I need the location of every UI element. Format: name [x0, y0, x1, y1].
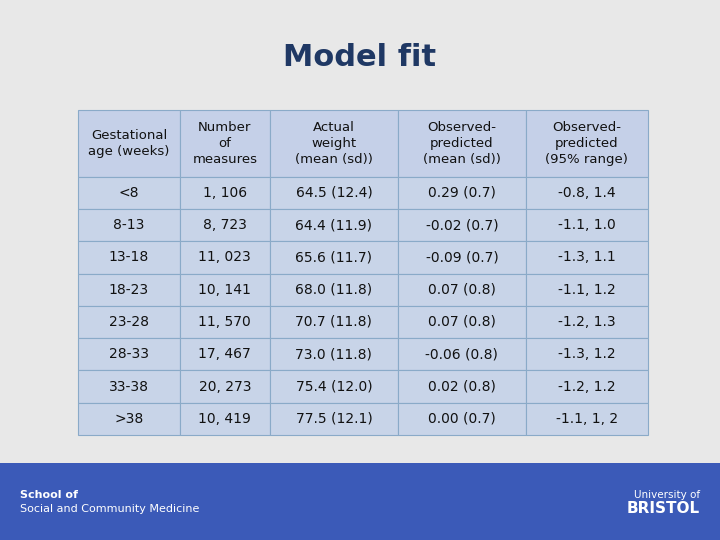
- Text: 13-18: 13-18: [109, 251, 149, 265]
- Text: Observed-
predicted
(mean (sd)): Observed- predicted (mean (sd)): [423, 121, 501, 166]
- Bar: [398, 338, 526, 370]
- Bar: [180, 338, 270, 370]
- Bar: [180, 241, 270, 274]
- Text: 28-33: 28-33: [109, 347, 149, 361]
- Text: 75.4 (12.0): 75.4 (12.0): [296, 380, 372, 394]
- Bar: [270, 338, 398, 370]
- Bar: [180, 274, 270, 306]
- Text: 65.6 (11.7): 65.6 (11.7): [295, 251, 372, 265]
- Bar: [180, 403, 270, 435]
- Text: 10, 141: 10, 141: [199, 282, 251, 296]
- Bar: [526, 241, 648, 274]
- Text: <8: <8: [119, 186, 139, 200]
- Bar: [526, 110, 648, 177]
- Text: 10, 419: 10, 419: [199, 412, 251, 426]
- Text: 8, 723: 8, 723: [203, 218, 247, 232]
- Bar: [270, 306, 398, 338]
- Text: -0.06 (0.8): -0.06 (0.8): [426, 347, 498, 361]
- Bar: [78, 274, 180, 306]
- Bar: [270, 209, 398, 241]
- Bar: [0, 463, 720, 540]
- Text: -0.8, 1.4: -0.8, 1.4: [558, 186, 616, 200]
- Bar: [398, 370, 526, 403]
- Bar: [78, 370, 180, 403]
- Text: Actual
weight
(mean (sd)): Actual weight (mean (sd)): [295, 121, 373, 166]
- Bar: [270, 370, 398, 403]
- Bar: [270, 403, 398, 435]
- Text: -1.3, 1.1: -1.3, 1.1: [558, 251, 616, 265]
- Bar: [398, 110, 526, 177]
- Text: 18-23: 18-23: [109, 282, 149, 296]
- Bar: [270, 177, 398, 209]
- Text: 17, 467: 17, 467: [199, 347, 251, 361]
- Text: -1.2, 1.2: -1.2, 1.2: [558, 380, 616, 394]
- Bar: [78, 306, 180, 338]
- Text: 0.29 (0.7): 0.29 (0.7): [428, 186, 496, 200]
- Text: Social and Community Medicine: Social and Community Medicine: [20, 503, 199, 514]
- Bar: [78, 209, 180, 241]
- Bar: [78, 177, 180, 209]
- Bar: [398, 177, 526, 209]
- Text: 68.0 (11.8): 68.0 (11.8): [295, 282, 372, 296]
- Text: Gestational
age (weeks): Gestational age (weeks): [89, 129, 170, 158]
- Bar: [398, 306, 526, 338]
- Bar: [526, 338, 648, 370]
- Text: School of: School of: [20, 489, 78, 500]
- Text: University of: University of: [634, 489, 700, 500]
- Text: 11, 023: 11, 023: [199, 251, 251, 265]
- Bar: [180, 370, 270, 403]
- Text: -0.09 (0.7): -0.09 (0.7): [426, 251, 498, 265]
- Bar: [180, 177, 270, 209]
- Text: Number
of
measures: Number of measures: [192, 121, 257, 166]
- Text: 77.5 (12.1): 77.5 (12.1): [295, 412, 372, 426]
- Text: 70.7 (11.8): 70.7 (11.8): [295, 315, 372, 329]
- Text: -0.02 (0.7): -0.02 (0.7): [426, 218, 498, 232]
- Bar: [398, 403, 526, 435]
- Bar: [398, 241, 526, 274]
- Bar: [180, 209, 270, 241]
- Text: 1, 106: 1, 106: [203, 186, 247, 200]
- Text: 0.07 (0.8): 0.07 (0.8): [428, 282, 496, 296]
- Text: 0.00 (0.7): 0.00 (0.7): [428, 412, 496, 426]
- Bar: [526, 177, 648, 209]
- Text: 64.5 (12.4): 64.5 (12.4): [295, 186, 372, 200]
- Bar: [78, 403, 180, 435]
- Text: BRISTOL: BRISTOL: [627, 501, 700, 516]
- Bar: [398, 274, 526, 306]
- Text: 73.0 (11.8): 73.0 (11.8): [295, 347, 372, 361]
- Text: -1.1, 1, 2: -1.1, 1, 2: [556, 412, 618, 426]
- Text: Model fit: Model fit: [284, 44, 436, 72]
- Text: 33-38: 33-38: [109, 380, 149, 394]
- Text: 64.4 (11.9): 64.4 (11.9): [295, 218, 372, 232]
- Text: 23-28: 23-28: [109, 315, 149, 329]
- Bar: [270, 241, 398, 274]
- Bar: [526, 209, 648, 241]
- Bar: [78, 241, 180, 274]
- Text: 11, 570: 11, 570: [199, 315, 251, 329]
- Bar: [526, 306, 648, 338]
- Text: -1.3, 1.2: -1.3, 1.2: [558, 347, 616, 361]
- Text: 8-13: 8-13: [113, 218, 145, 232]
- Bar: [398, 209, 526, 241]
- Text: 0.07 (0.8): 0.07 (0.8): [428, 315, 496, 329]
- Text: 20, 273: 20, 273: [199, 380, 251, 394]
- Bar: [526, 403, 648, 435]
- Text: -1.2, 1.3: -1.2, 1.3: [558, 315, 616, 329]
- Text: Observed-
predicted
(95% range): Observed- predicted (95% range): [546, 121, 629, 166]
- Bar: [270, 110, 398, 177]
- Text: 0.02 (0.8): 0.02 (0.8): [428, 380, 496, 394]
- Bar: [270, 274, 398, 306]
- Bar: [526, 370, 648, 403]
- Bar: [526, 274, 648, 306]
- Bar: [180, 110, 270, 177]
- Bar: [180, 306, 270, 338]
- Text: -1.1, 1.0: -1.1, 1.0: [558, 218, 616, 232]
- Bar: [78, 338, 180, 370]
- Bar: [78, 110, 180, 177]
- Text: -1.1, 1.2: -1.1, 1.2: [558, 282, 616, 296]
- Text: >38: >38: [114, 412, 143, 426]
